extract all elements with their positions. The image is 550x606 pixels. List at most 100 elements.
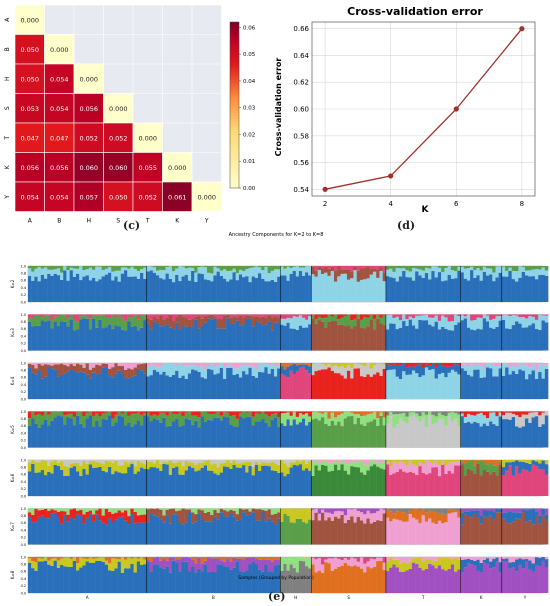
admixture-bar-segment (295, 316, 300, 330)
admixture-bar-segment (482, 314, 487, 319)
admixture-bar-segment (495, 376, 499, 399)
admixture-bar-segment (479, 460, 483, 476)
admixture-bar-segment (501, 508, 506, 513)
admixture-bar-segment (63, 460, 67, 466)
admixture-bar-segment (47, 363, 51, 365)
admixture-bar-segment (85, 517, 90, 545)
admixture-bar-segment (508, 523, 512, 545)
admixture-y-tick: 0.0 (21, 543, 26, 547)
admixture-bar-segment (114, 325, 118, 351)
admixture-bar-segment (454, 512, 458, 545)
admixture-bar-segment (171, 467, 176, 496)
admixture-bar-segment (405, 508, 409, 515)
admixture-bar-segment (444, 425, 448, 448)
admixture-bar-segment (447, 314, 452, 322)
admixture-bar-segment (130, 276, 134, 302)
admixture-bar-segment (232, 508, 236, 511)
admixture-bar-segment (245, 417, 249, 448)
admixture-bar-segment (165, 557, 169, 561)
admixture-bar-segment (34, 570, 38, 593)
admixture-bar-segment (270, 317, 275, 331)
admixture-bar-segment (108, 411, 112, 416)
admixture-bar-segment (479, 317, 483, 330)
admixture-bar-segment (444, 266, 448, 269)
admixture-bar-segment (437, 363, 442, 364)
admixture-bar-segment (317, 266, 322, 267)
admixture-bar-segment (411, 266, 416, 268)
admixture-bar-segment (82, 415, 86, 428)
admixture-bar-segment (47, 465, 51, 472)
admixture-bar-segment (508, 267, 512, 272)
admixture-bar-segment (213, 275, 217, 302)
admixture-bar-segment (95, 560, 99, 593)
admixture-bar-segment (44, 321, 48, 351)
admixture-bar-segment (289, 508, 293, 514)
admixture-bar-segment (245, 276, 249, 302)
admixture-bar-segment (140, 272, 144, 302)
admixture-bar-segment (437, 460, 442, 465)
admixture-bar-segment (333, 365, 338, 374)
admixture-bar-segment (72, 268, 77, 277)
admixture-bar-segment (521, 327, 526, 351)
admixture-bar-segment (508, 374, 512, 399)
admixture-bar-segment (301, 317, 306, 328)
heatmap-x-tick: T (145, 218, 150, 225)
admixture-bar-segment (333, 363, 338, 366)
admixture-bar-segment (50, 508, 54, 510)
admixture-bar-segment (280, 513, 284, 522)
admixture-bar-segment (229, 270, 233, 280)
heatmap-x-tick: K (175, 218, 180, 225)
admixture-bar-segment (437, 272, 442, 302)
admixture-bar-segment (76, 563, 80, 571)
admixture-bar-segment (66, 521, 70, 545)
admixture-y-tick: 0.6 (21, 473, 26, 477)
admixture-bar-segment (447, 411, 452, 413)
admixture-bar-segment (245, 460, 249, 462)
admixture-bar-segment (219, 420, 224, 448)
admixture-bar-segment (184, 470, 189, 496)
admixture-bar-segment (117, 510, 122, 518)
admixture-bar-segment (463, 559, 468, 568)
admixture-bar-segment (184, 317, 189, 327)
admixture-bar-segment (114, 266, 118, 271)
admixture-bar-segment (44, 412, 48, 420)
admixture-bar-segment (159, 374, 163, 399)
admixture-bar-segment (450, 460, 455, 463)
admixture-bar-segment (108, 563, 112, 571)
admixture-bar-segment (531, 316, 536, 324)
admixture-bar-segment (395, 316, 400, 330)
admixture-bar-segment (194, 557, 198, 564)
admixture-bar-segment (37, 561, 42, 593)
admixture-bar-segment (330, 557, 335, 559)
admixture-bar-segment (56, 268, 61, 276)
admixture-bar-segment (327, 275, 331, 302)
admixture-bar-segment (50, 473, 54, 496)
admixture-bar-segment (28, 471, 32, 496)
admixture-bar-segment (320, 417, 325, 448)
admixture-bar-segment (111, 508, 115, 515)
admixture-bar-segment (273, 269, 278, 282)
admixture-bar-segment (104, 508, 109, 525)
admixture-bar-segment (152, 411, 157, 415)
admixture-bar-segment (44, 278, 48, 302)
admixture-bar-segment (421, 270, 426, 278)
admixture-bar-segment (117, 326, 122, 351)
admixture-bar-segment (162, 558, 166, 569)
admixture-bar-segment (298, 510, 303, 519)
admixture-bar-segment (398, 268, 403, 277)
admixture-bar-segment (114, 460, 118, 461)
admixture-bar-segment (31, 561, 35, 569)
admixture-bar-segment (156, 516, 160, 545)
admixture-bar-segment (140, 266, 144, 269)
admixture-bar-segment (53, 512, 58, 545)
admixture-bar-segment (454, 271, 458, 279)
admixture-bar-segment (207, 266, 211, 273)
admixture-bar-segment (521, 469, 526, 496)
admixture-bar-segment (479, 363, 483, 366)
admixture-bar-segment (178, 522, 182, 545)
admixture-bar-segment (98, 314, 102, 316)
admixture-bar-segment (152, 266, 157, 268)
admixture-bar-segment (295, 508, 300, 511)
admixture-bar-segment (389, 466, 393, 476)
admixture-bar-segment (213, 509, 217, 517)
